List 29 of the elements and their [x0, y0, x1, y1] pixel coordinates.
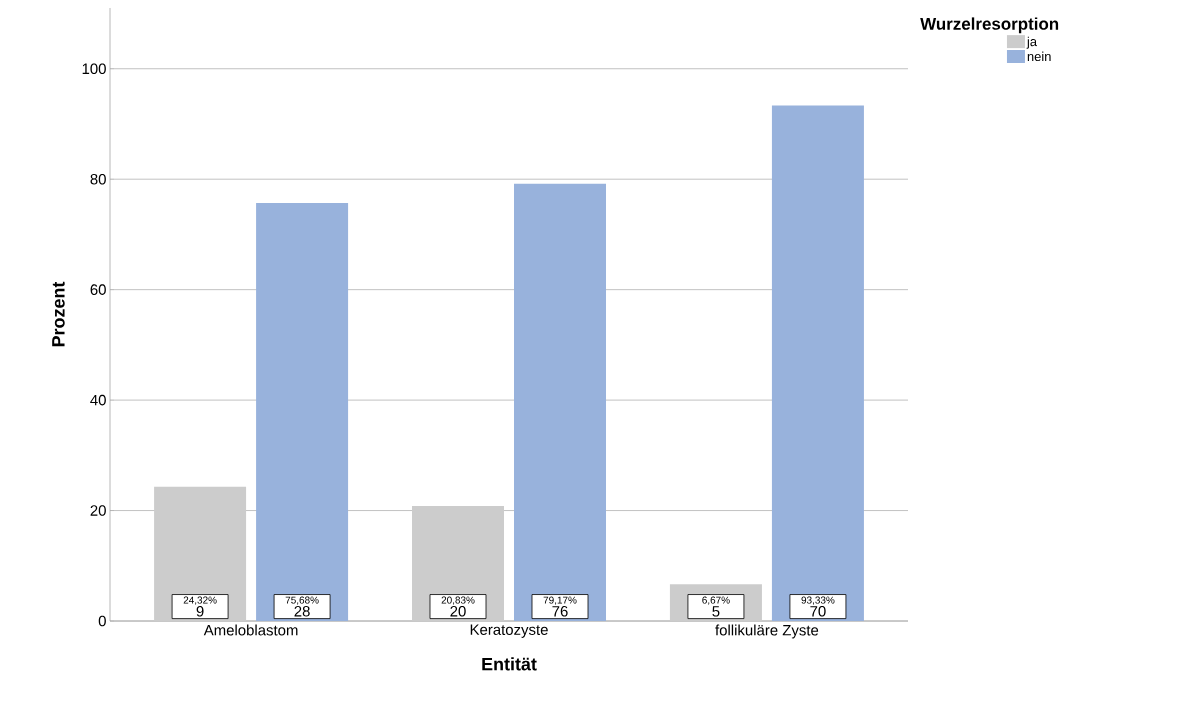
y-tick-label: 0: [98, 615, 106, 627]
annotation: 5: [712, 606, 720, 617]
y-tick-label: 40: [90, 394, 106, 406]
y-axis-title: Prozent: [52, 281, 65, 347]
x-tick-label: follikuläre Zyste: [715, 624, 819, 639]
annotation: 9: [196, 606, 204, 617]
x-tick-label: Ameloblastom: [203, 624, 298, 636]
annotation: 28: [294, 606, 310, 617]
annotation: 70: [810, 606, 826, 617]
legend-label: ja: [1026, 36, 1038, 49]
x-axis-title: Entität: [482, 657, 537, 671]
legend-title: Wurzelresorption: [920, 17, 1059, 34]
data-label: 79,17%: [543, 596, 577, 605]
y-tick-label: 60: [90, 284, 106, 295]
y-tick-label: 80: [90, 173, 106, 185]
data-label: 24,32%: [183, 596, 217, 605]
y-tick-label: 20: [90, 505, 106, 516]
bar: [256, 203, 349, 621]
annotation: 20: [450, 606, 466, 617]
x-tick-label: Keratozyste: [470, 624, 548, 638]
legend-label: nein: [1027, 51, 1051, 62]
y-tick-label: 100: [82, 63, 106, 75]
data-label: 93,33%: [801, 596, 835, 605]
bar: [771, 105, 864, 621]
data-label: 6,67%: [702, 596, 730, 605]
annotation: 76: [552, 606, 568, 617]
bar: [514, 183, 607, 621]
data-label: 75,68%: [285, 596, 319, 605]
data-label: 20,83%: [441, 596, 475, 605]
